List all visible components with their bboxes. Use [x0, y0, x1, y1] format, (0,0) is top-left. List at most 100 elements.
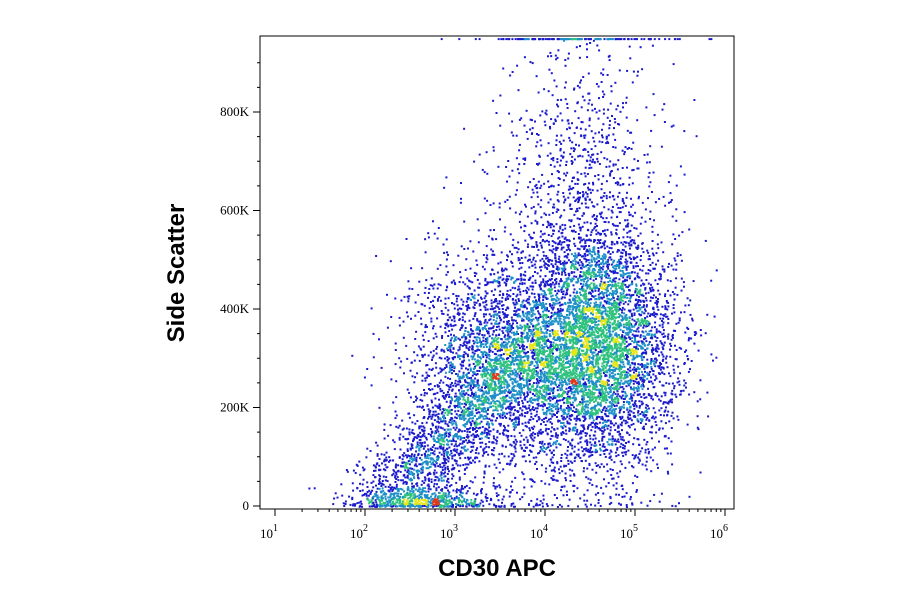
event-point — [612, 383, 615, 386]
event-point — [625, 293, 628, 296]
event-point — [605, 319, 608, 322]
event-point — [641, 411, 644, 414]
event-point — [628, 383, 631, 386]
event-point — [550, 348, 553, 351]
event-point — [587, 268, 590, 271]
event-point — [544, 320, 547, 323]
event-point — [568, 324, 571, 327]
event-point — [640, 385, 643, 388]
event-point — [661, 305, 664, 308]
event-point — [582, 396, 585, 399]
event-point — [621, 371, 624, 374]
event-point — [564, 429, 567, 432]
event-point — [645, 299, 648, 302]
event-point — [610, 315, 613, 318]
event-point — [643, 320, 646, 323]
event-point — [678, 380, 681, 383]
event-point — [553, 303, 556, 306]
event-point — [560, 457, 563, 459]
event-point — [634, 290, 637, 293]
event-point — [613, 356, 616, 359]
event-point — [588, 482, 591, 485]
event-point — [622, 361, 625, 364]
event-point — [584, 322, 587, 325]
event-point — [645, 396, 648, 399]
event-point — [519, 262, 522, 265]
event-point — [551, 223, 554, 226]
event-point — [575, 373, 578, 375]
event-point — [654, 411, 657, 414]
event-point — [555, 319, 557, 322]
event-point — [603, 364, 605, 367]
event-point — [635, 321, 638, 324]
event-point — [626, 394, 629, 397]
event-point — [581, 225, 584, 228]
event-point — [633, 366, 636, 369]
event-point — [585, 360, 588, 363]
event-point — [569, 460, 572, 463]
event-point — [606, 324, 609, 327]
event-point — [614, 368, 617, 371]
event-point — [574, 231, 577, 233]
event-point — [613, 370, 616, 372]
event-point — [686, 297, 689, 300]
event-point — [563, 397, 565, 400]
event-point — [544, 429, 547, 432]
event-point — [655, 431, 658, 434]
event-point — [560, 288, 563, 291]
event-point — [616, 430, 619, 433]
event-point — [628, 214, 631, 217]
event-point — [650, 395, 653, 398]
event-point — [619, 470, 622, 473]
event-point — [570, 392, 573, 395]
event-point — [547, 258, 550, 261]
event-point — [588, 245, 591, 248]
event-point — [587, 392, 590, 395]
event-point — [531, 408, 534, 411]
event-point — [567, 354, 570, 357]
event-point — [541, 431, 544, 434]
event-point — [598, 328, 601, 330]
event-point — [616, 298, 619, 301]
event-point — [622, 271, 625, 274]
event-point — [627, 300, 630, 302]
event-point — [642, 411, 645, 414]
event-point — [606, 245, 609, 248]
event-point — [567, 248, 570, 251]
event-point — [628, 284, 631, 287]
event-point — [652, 294, 655, 297]
event-point — [650, 365, 653, 368]
event-point — [578, 417, 581, 420]
event-point — [622, 444, 625, 447]
event-point — [560, 273, 563, 276]
event-point — [566, 282, 569, 285]
event-point — [690, 337, 693, 340]
event-point — [626, 225, 629, 228]
event-point — [602, 294, 605, 296]
event-point — [617, 373, 620, 375]
event-point — [645, 305, 648, 308]
event-point — [593, 343, 596, 346]
event-point — [628, 319, 631, 322]
event-point — [524, 305, 527, 308]
event-point — [607, 379, 610, 382]
event-point — [609, 321, 612, 324]
event-point — [617, 377, 620, 380]
event-point — [586, 442, 589, 445]
event-point — [613, 292, 616, 295]
event-point — [591, 229, 594, 232]
event-point — [616, 356, 619, 359]
event-point — [640, 284, 642, 287]
event-point — [625, 267, 628, 270]
event-point — [540, 328, 543, 331]
event-point — [607, 274, 610, 277]
event-point — [532, 318, 535, 321]
event-point — [622, 276, 625, 279]
event-point — [634, 356, 637, 359]
event-point — [494, 288, 497, 291]
event-point — [640, 255, 642, 257]
event-point — [543, 377, 546, 379]
event-point — [557, 308, 559, 311]
event-point — [588, 248, 591, 251]
event-point — [658, 409, 661, 412]
